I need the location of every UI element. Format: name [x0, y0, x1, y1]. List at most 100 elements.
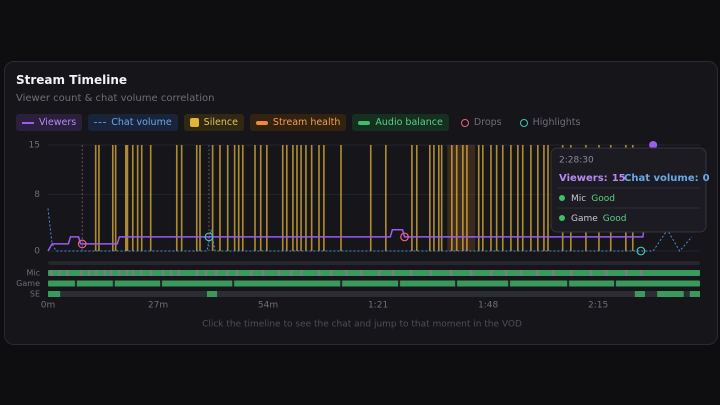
lane-segment: [536, 270, 539, 276]
lane-segment: [490, 270, 493, 276]
silence-band: [385, 145, 387, 251]
silence-band: [323, 145, 325, 251]
silence-band: [455, 145, 458, 251]
silence-band: [296, 145, 298, 251]
lane-segment: [605, 270, 608, 276]
legend: Viewers Chat volume Silence Stream health Au…: [16, 114, 586, 131]
silence-band: [466, 145, 468, 251]
lane-segment: [360, 270, 363, 276]
lane-segment: [429, 270, 433, 276]
lane-segment: [226, 270, 229, 276]
tooltip-viewers: Viewers: 15: [559, 173, 626, 184]
lane-segment: [657, 291, 684, 297]
silence-band: [369, 145, 372, 251]
series-line: [47, 208, 693, 252]
legend-item[interactable]: Audio balance: [352, 114, 449, 131]
series-line: [47, 144, 654, 252]
lane-segment: [391, 270, 395, 276]
silence-band: [266, 145, 268, 251]
lane-segment: [206, 291, 218, 297]
legend-item[interactable]: Viewers: [16, 114, 83, 131]
legend-marker: [189, 118, 199, 127]
lane-segment: [345, 270, 348, 276]
silence-band: [495, 145, 498, 251]
silence-band: [114, 145, 117, 251]
silence-band: [501, 145, 504, 251]
silence-band: [429, 145, 431, 251]
lane-segment: [519, 270, 523, 276]
lane-segment: [50, 270, 53, 276]
x-tick-label: 1:48: [478, 301, 498, 311]
lane-segment: [290, 270, 293, 276]
silence-band: [195, 145, 198, 251]
legend-marker: [358, 120, 371, 125]
lane-segment: [125, 270, 129, 276]
lane-segment: [177, 270, 181, 276]
silence-band: [477, 145, 480, 251]
silence-band: [140, 145, 143, 251]
legend-label: Audio balance: [375, 117, 443, 128]
silence-band: [241, 145, 244, 251]
lane-segment: [689, 291, 700, 297]
lane-bar: [48, 291, 700, 297]
tooltip-time: 2:28:30: [559, 156, 594, 166]
lane-segment: [614, 280, 617, 287]
lane-segment: [215, 270, 218, 276]
lane-segment: [318, 270, 321, 276]
y-tick-label: 15: [29, 141, 40, 151]
silence-band: [510, 145, 512, 251]
silence-band: [259, 145, 262, 251]
legend-item[interactable]: Highlights: [514, 114, 587, 131]
lane-segment: [58, 270, 61, 276]
lane-segment: [149, 270, 153, 276]
silence-band: [411, 145, 413, 251]
lane-segment: [552, 270, 555, 276]
tooltip-chat-value: 0: [703, 173, 710, 184]
lane-segment: [103, 270, 107, 276]
lane-segment: [261, 270, 265, 276]
legend-marker: [94, 122, 107, 123]
silence-band: [211, 145, 214, 251]
silence-band: [433, 145, 435, 251]
lane-segment: [640, 270, 643, 276]
legend-item[interactable]: Silence: [183, 114, 244, 131]
silence-band: [451, 145, 453, 251]
silence-band: [199, 145, 201, 251]
y-tick-label: 8: [34, 190, 40, 200]
silence-band: [149, 145, 152, 251]
lane-segment: [74, 280, 77, 287]
legend-item[interactable]: Drops: [455, 114, 508, 131]
silence-band: [254, 145, 256, 251]
footer-hint: Click the timeline to see the chat and j…: [202, 320, 522, 330]
legend-marker: [519, 118, 528, 127]
legend-item[interactable]: Stream health: [249, 114, 347, 131]
status-dot: [559, 215, 565, 221]
lane-bar: [48, 280, 700, 287]
legend-item[interactable]: Chat volume: [88, 114, 178, 131]
silence-band: [490, 145, 492, 251]
tooltip-viewers-label: Viewers:: [559, 173, 608, 184]
lane-segment: [455, 280, 458, 287]
highlight-marker: [636, 246, 646, 256]
tooltip-row-status: Good: [603, 214, 627, 224]
tooltip-row: Mic Good: [571, 194, 615, 204]
silence-band: [292, 145, 294, 251]
silence-band: [300, 145, 302, 251]
lane-bar: [48, 270, 700, 276]
legend-label: Highlights: [532, 117, 581, 128]
lane-segment: [378, 270, 381, 276]
silence-band: [547, 145, 549, 251]
lane-label: Mic: [26, 269, 40, 278]
silence-band: [111, 145, 114, 251]
silence-band: [521, 145, 524, 251]
silence-band: [237, 145, 240, 251]
lane-segment: [409, 270, 413, 276]
x-tick-label: 27m: [148, 301, 168, 311]
silence-band: [180, 145, 183, 251]
lane-segment: [235, 270, 239, 276]
drop-marker: [77, 239, 87, 249]
silence-band: [281, 145, 284, 251]
hover-point: [649, 141, 658, 149]
